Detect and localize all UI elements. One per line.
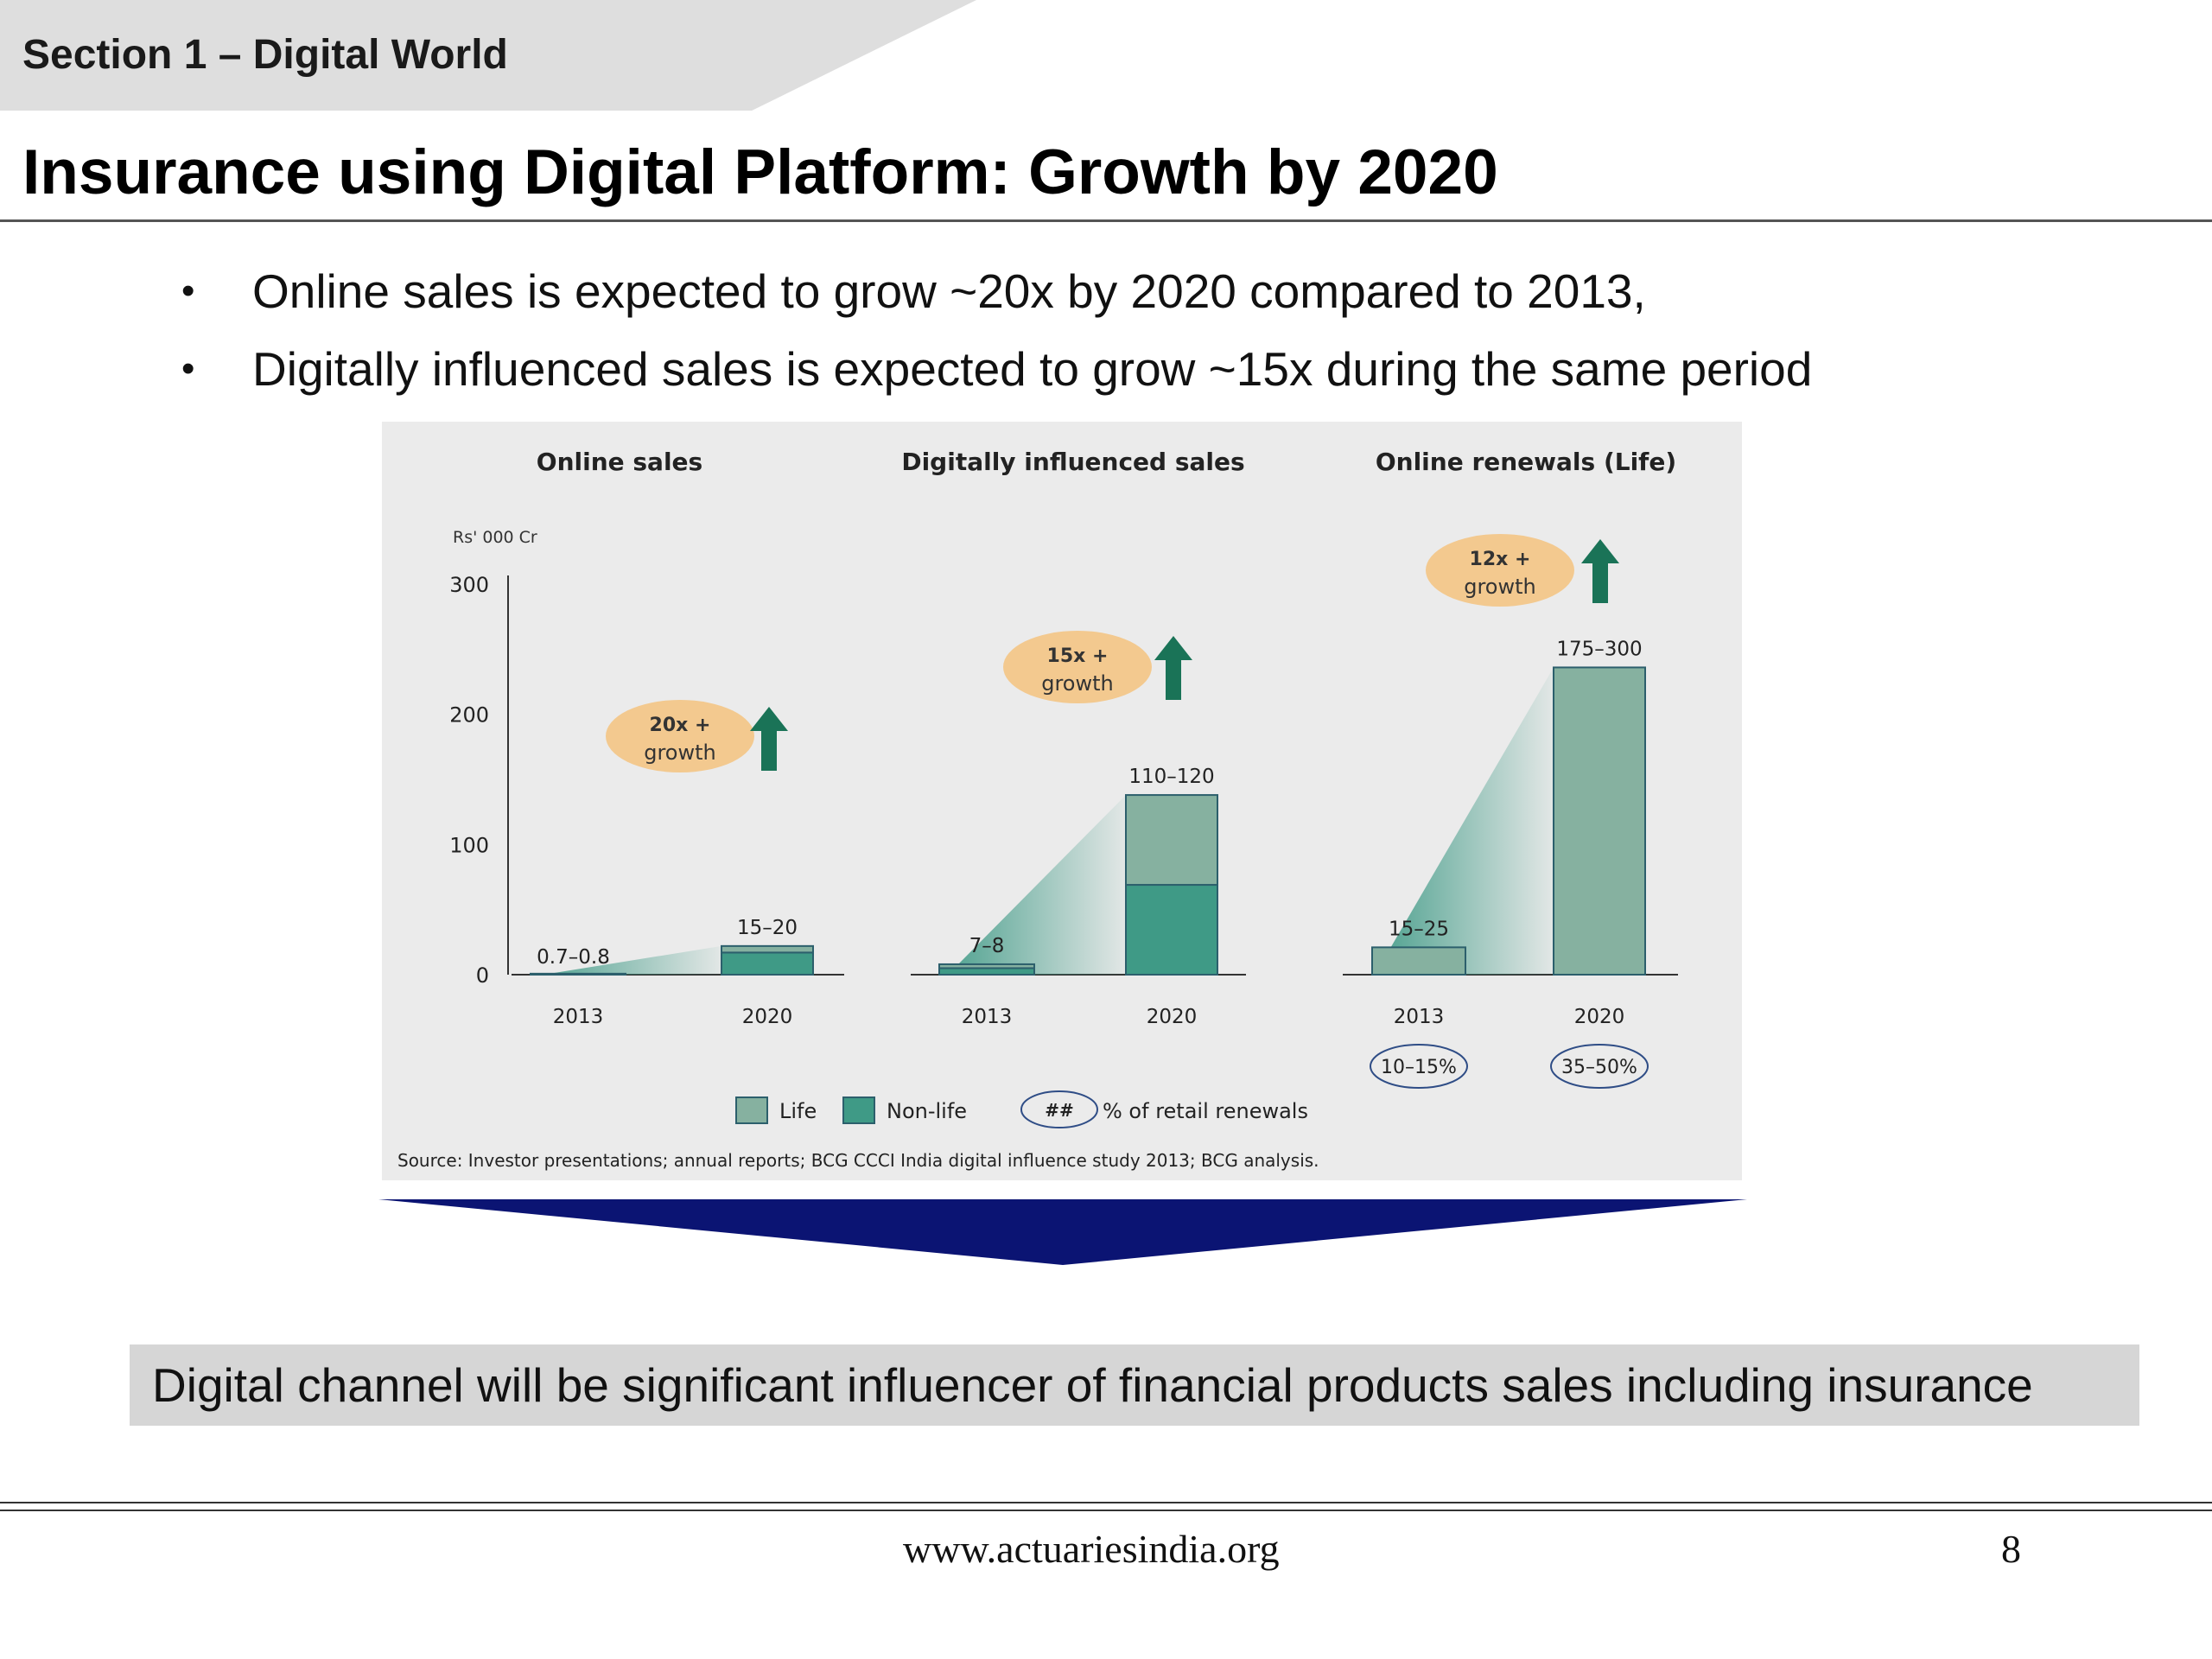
bullet-list: Online sales is expected to grow ~20x by…: [173, 252, 1812, 408]
bar-life: [1125, 794, 1218, 887]
bar-non-life: [938, 967, 1035, 976]
growth-wedge: [958, 795, 1126, 975]
renewal-share-label: 35–50%: [1561, 1057, 1637, 1078]
bar-non-life: [1125, 884, 1218, 976]
y-tick-label: 300: [449, 573, 489, 597]
legend-label-renewals: % of retail renewals: [1103, 1099, 1308, 1123]
up-arrow-icon: [1581, 539, 1619, 603]
x-tick-label: 2013: [962, 1006, 1013, 1028]
x-tick-label: 2013: [553, 1006, 604, 1028]
conclusion-box: Digital channel will be significant infl…: [130, 1344, 2139, 1426]
panel-title: Online sales: [537, 448, 702, 476]
growth-bubble-text: growth: [644, 741, 716, 765]
panel-title: Digitally influenced sales: [901, 448, 1244, 476]
footer-divider: [0, 1502, 2212, 1503]
growth-wedge: [550, 945, 721, 975]
funnel-arrow: [378, 1199, 1747, 1265]
bullet-item: Online sales is expected to grow ~20x by…: [173, 252, 1812, 330]
bar-life: [938, 963, 1035, 969]
growth-wedge: [1390, 667, 1554, 975]
y-tick-label: 100: [449, 833, 489, 857]
growth-bubble: [1003, 631, 1152, 703]
legend-renewal-marker: ##: [1045, 1100, 1074, 1121]
growth-bubble-text: 20x +: [650, 715, 711, 736]
growth-bubble-text: growth: [1041, 671, 1114, 696]
bar-value-label: 15–25: [1389, 918, 1449, 940]
bullet-item: Digitally influenced sales is expected t…: [173, 330, 1812, 408]
x-tick-label: 2020: [1147, 1006, 1198, 1028]
bar-value-label: 175–300: [1556, 638, 1642, 660]
bar-value-label: 7–8: [969, 935, 1005, 957]
bar-life: [1371, 946, 1466, 976]
bar-life: [721, 944, 814, 954]
footer-divider: [0, 1510, 2212, 1511]
section-label: Section 1 – Digital World: [22, 32, 508, 78]
y-tick-label: 200: [449, 703, 489, 728]
legend-label-life: Life: [779, 1099, 817, 1123]
chart-figure: Rs' 000 Cr 0 100 200 300 Online sales 0.7–0.8 2…: [382, 422, 1742, 1180]
renewal-share-ellipse: [1550, 1044, 1649, 1089]
legend-label-non-life: Non-life: [887, 1099, 967, 1123]
panel-title: Online renewals (Life): [1376, 448, 1676, 476]
footer-url[interactable]: www.actuariesindia.org: [903, 1527, 1280, 1571]
renewal-share-label: 10–15%: [1381, 1057, 1457, 1078]
slide-title: Insurance using Digital Platform: Growth…: [22, 137, 1498, 207]
growth-bubble: [606, 700, 754, 772]
bar-non-life: [721, 951, 814, 976]
title-divider: [0, 219, 2212, 222]
renewal-share-ellipse: [1370, 1044, 1468, 1089]
legend-swatch-non-life: [842, 1096, 875, 1124]
growth-bubble-text: growth: [1464, 575, 1536, 599]
x-tick-label: 2013: [1394, 1006, 1445, 1028]
page-number: 8: [2001, 1527, 2021, 1571]
x-tick-label: 2020: [742, 1006, 793, 1028]
x-tick-label: 2020: [1574, 1006, 1625, 1028]
growth-bubble: [1426, 534, 1574, 607]
bar-value-label: 15–20: [737, 917, 798, 939]
up-arrow-icon: [750, 707, 788, 771]
chart-svg: Rs' 000 Cr 0 100 200 300 Online sales 0.7–0.8 2…: [397, 448, 1678, 1171]
legend-renewal-ellipse: [1020, 1090, 1098, 1128]
y-tick-label: 0: [476, 963, 489, 988]
bar-value-label: 0.7–0.8: [537, 946, 610, 969]
legend-swatch-life: [735, 1096, 768, 1124]
bar-life: [1553, 666, 1646, 976]
up-arrow-icon: [1154, 636, 1192, 700]
growth-bubble-text: 12x +: [1470, 549, 1531, 570]
y-axis-unit-label: Rs' 000 Cr: [453, 528, 537, 547]
growth-bubble-text: 15x +: [1047, 645, 1109, 667]
bar-value-label: 110–120: [1128, 766, 1214, 788]
chart-source-note: Source: Investor presentations; annual r…: [397, 1150, 1319, 1171]
